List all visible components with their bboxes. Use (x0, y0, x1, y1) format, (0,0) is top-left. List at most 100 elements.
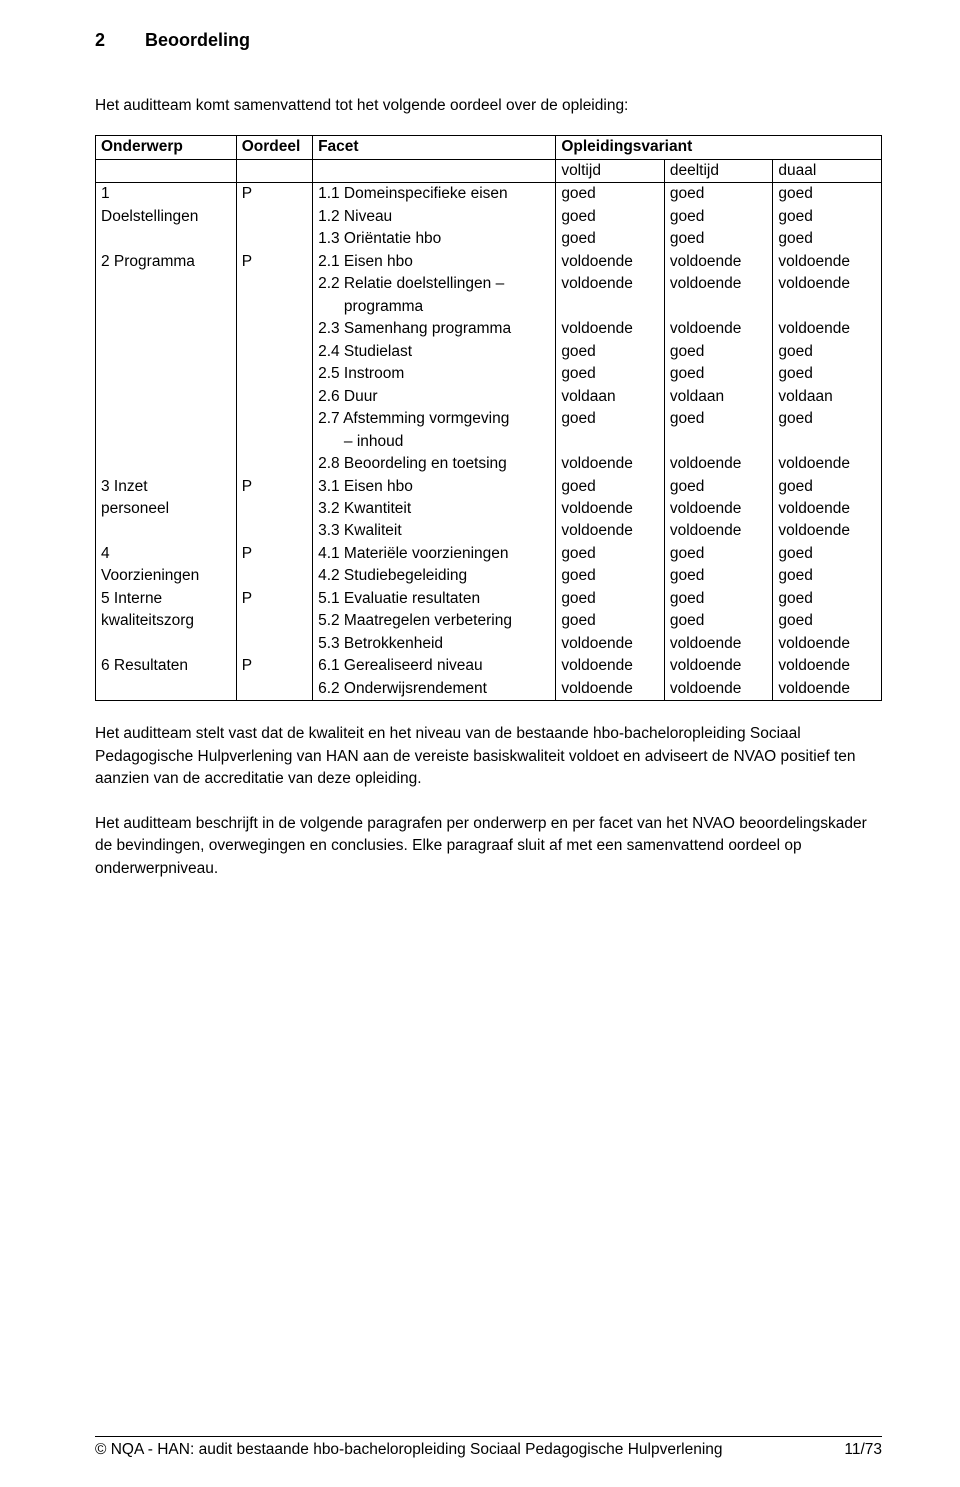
cell-voltijd: goed (556, 206, 665, 228)
cell-voltijd: voldoende (556, 633, 665, 655)
table-row: Voorzieningen4.2 Studiebegeleidinggoedgo… (96, 565, 882, 587)
cell-duaal: goed (773, 206, 882, 228)
cell-voltijd: voldoende (556, 273, 665, 295)
cell-oordeel (236, 453, 312, 475)
cell-facet: 6.2 Onderwijsrendement (313, 678, 556, 701)
cell-onderwerp (96, 228, 237, 250)
table-row: 2.2 Relatie doelstellingen –voldoendevol… (96, 273, 882, 295)
section-title-text: Beoordeling (145, 30, 250, 50)
cell-deeltijd: goed (664, 543, 773, 565)
cell-oordeel: P (236, 655, 312, 677)
header-facet: Facet (313, 136, 556, 159)
cell-onderwerp (96, 431, 237, 453)
table-row: 1P1.1 Domeinspecifieke eisengoedgoedgoed (96, 183, 882, 206)
cell-onderwerp (96, 520, 237, 542)
cell-duaal: voldoende (773, 453, 882, 475)
cell-oordeel: P (236, 588, 312, 610)
cell-voltijd: voldoende (556, 655, 665, 677)
cell-onderwerp (96, 363, 237, 385)
cell-voltijd: goed (556, 610, 665, 632)
subheader-blank (236, 159, 312, 182)
cell-facet: 2.3 Samenhang programma (313, 318, 556, 340)
cell-deeltijd: goed (664, 206, 773, 228)
cell-deeltijd: voldoende (664, 520, 773, 542)
cell-deeltijd: goed (664, 476, 773, 498)
cell-facet: 4.1 Materiële voorzieningen (313, 543, 556, 565)
cell-onderwerp: 4 (96, 543, 237, 565)
cell-onderwerp (96, 296, 237, 318)
table-row: 4P4.1 Materiële voorzieningengoedgoedgoe… (96, 543, 882, 565)
table-row: personeel3.2 Kwantiteitvoldoendevoldoend… (96, 498, 882, 520)
cell-deeltijd: voldoende (664, 251, 773, 273)
cell-deeltijd: goed (664, 183, 773, 206)
cell-voltijd: goed (556, 565, 665, 587)
cell-facet: 4.2 Studiebegeleiding (313, 565, 556, 587)
cell-oordeel: P (236, 183, 312, 206)
cell-deeltijd: voldoende (664, 453, 773, 475)
subheader-voltijd: voltijd (556, 159, 665, 182)
table-row: 2.6 Duurvoldaanvoldaanvoldaan (96, 386, 882, 408)
cell-voltijd: voldaan (556, 386, 665, 408)
cell-duaal (773, 296, 882, 318)
cell-duaal: goed (773, 610, 882, 632)
table-subheader-row: voltijd deeltijd duaal (96, 159, 882, 182)
cell-deeltijd: goed (664, 408, 773, 430)
cell-deeltijd (664, 296, 773, 318)
header-opleidingsvariant: Opleidingsvariant (556, 136, 882, 159)
cell-onderwerp: 1 (96, 183, 237, 206)
cell-deeltijd: goed (664, 341, 773, 363)
cell-onderwerp (96, 678, 237, 701)
cell-onderwerp: Doelstellingen (96, 206, 237, 228)
cell-facet: 1.2 Niveau (313, 206, 556, 228)
cell-oordeel (236, 228, 312, 250)
cell-facet: 2.4 Studielast (313, 341, 556, 363)
cell-facet: 5.2 Maatregelen verbetering (313, 610, 556, 632)
table-row: 2.4 Studielastgoedgoedgoed (96, 341, 882, 363)
cell-facet: 6.1 Gerealiseerd niveau (313, 655, 556, 677)
header-oordeel: Oordeel (236, 136, 312, 159)
cell-oordeel (236, 296, 312, 318)
cell-facet: 2.2 Relatie doelstellingen – (313, 273, 556, 295)
cell-facet: 1.1 Domeinspecifieke eisen (313, 183, 556, 206)
cell-onderwerp: Voorzieningen (96, 565, 237, 587)
cell-deeltijd: goed (664, 363, 773, 385)
cell-voltijd: voldoende (556, 520, 665, 542)
cell-duaal: goed (773, 476, 882, 498)
footer-left: © NQA - HAN: audit bestaande hbo-bachelo… (95, 1441, 723, 1459)
cell-deeltijd: goed (664, 588, 773, 610)
table-header-row: Onderwerp Oordeel Facet Opleidingsvarian… (96, 136, 882, 159)
cell-deeltijd: voldoende (664, 273, 773, 295)
cell-oordeel (236, 341, 312, 363)
cell-oordeel (236, 610, 312, 632)
cell-deeltijd: voldaan (664, 386, 773, 408)
table-row: kwaliteitszorg5.2 Maatregelen verbeterin… (96, 610, 882, 632)
cell-voltijd: goed (556, 228, 665, 250)
cell-voltijd: goed (556, 476, 665, 498)
cell-duaal: voldoende (773, 633, 882, 655)
cell-facet: 2.6 Duur (313, 386, 556, 408)
cell-duaal: goed (773, 363, 882, 385)
cell-oordeel: P (236, 251, 312, 273)
cell-duaal: voldoende (773, 273, 882, 295)
cell-deeltijd: goed (664, 565, 773, 587)
header-onderwerp: Onderwerp (96, 136, 237, 159)
table-row: 5 InterneP5.1 Evaluatie resultatengoedgo… (96, 588, 882, 610)
cell-duaal: goed (773, 183, 882, 206)
subheader-blank (96, 159, 237, 182)
subheader-duaal: duaal (773, 159, 882, 182)
cell-duaal: voldoende (773, 251, 882, 273)
cell-duaal: voldoende (773, 498, 882, 520)
cell-duaal (773, 431, 882, 453)
cell-onderwerp: 2 Programma (96, 251, 237, 273)
cell-onderwerp (96, 386, 237, 408)
paragraph: Het auditteam stelt vast dat de kwalitei… (95, 723, 882, 790)
footer-right: 11/73 (844, 1441, 882, 1459)
cell-voltijd: goed (556, 543, 665, 565)
cell-deeltijd: voldoende (664, 633, 773, 655)
cell-duaal: voldoende (773, 318, 882, 340)
table-row: programma (96, 296, 882, 318)
cell-oordeel (236, 318, 312, 340)
cell-onderwerp (96, 408, 237, 430)
cell-duaal: goed (773, 341, 882, 363)
cell-onderwerp: personeel (96, 498, 237, 520)
